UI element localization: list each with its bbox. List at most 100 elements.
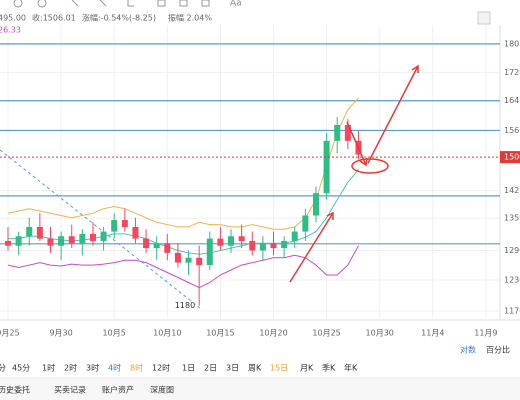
tool-icon[interactable] [71,0,79,7]
candle-body [15,236,22,246]
timeframe[interactable]: 2日 [204,364,217,373]
current-price-label: 1500 [504,153,520,162]
candle-body [291,231,298,241]
tool-icon[interactable] [179,0,188,7]
timeframe[interactable]: 12时 [152,363,170,373]
info-close: 收:1506.01 [32,13,76,23]
candle-body [185,257,192,263]
tool-icon[interactable] [201,0,210,7]
drawings [0,64,419,309]
tool-icon[interactable] [37,0,47,8]
toolbar [13,0,491,25]
timeframe[interactable]: 8时 [130,363,143,373]
candle-body [89,233,96,241]
tool-icon[interactable] [99,0,107,7]
x-tick-label: 10月30 [366,329,394,338]
x-tick-label: 10月10 [153,329,181,338]
timeframe[interactable]: 季K [322,363,336,373]
candle-body [5,240,11,246]
y-tick-label: 1230 [504,275,520,284]
candle-body [228,236,235,246]
band-line [8,169,359,255]
y-tick-label: 1643 [504,96,520,105]
timeframe[interactable]: 1时 [42,363,55,373]
candle-body [281,240,288,249]
timeframe[interactable]: 2时 [64,363,77,373]
candle-body [47,238,54,246]
candle-body [238,236,245,241]
x-tick-label: 9月30 [49,329,72,338]
candle-body [164,243,171,253]
candle-body [132,226,139,239]
arrow [346,121,368,167]
x-tick-label: 10月5 [103,329,126,338]
candle-body [196,257,203,266]
candle-body [334,124,341,141]
low-label: 1180 [175,301,195,310]
candle-body [302,215,309,232]
arrow [367,64,419,164]
candle-body [26,226,33,237]
candle-body [312,193,319,216]
timeframe[interactable]: 15日 [270,364,288,373]
tab-bar [0,379,520,400]
toolbar-text[interactable]: Aa [230,0,242,9]
x-tick-label: 9月25 [0,329,20,338]
timeframe[interactable]: 4时 [108,363,121,373]
tool-icon[interactable] [13,0,23,8]
scale-button[interactable]: 百分比 [486,345,510,355]
circle-mark [351,158,389,174]
candle-body [153,243,160,249]
trend-line [0,149,201,309]
timeframe[interactable]: 周K [248,364,262,373]
y-tick-label: 1290 [504,246,520,255]
tab[interactable]: 买卖记录 [54,386,86,395]
ma-value: 26.33 [0,26,21,35]
y-tick-label: 1720 [504,68,520,77]
x-tick-label: 11月9 [474,329,497,338]
timeframe[interactable]: 分 [0,364,6,373]
tool-icon[interactable] [157,0,166,7]
candle-body [249,240,256,251]
tool-icon[interactable] [127,0,134,7]
candle-body [323,140,330,194]
timeframe[interactable]: 1日 [182,364,195,373]
y-tick-label: 1566 [504,126,520,135]
x-tick-label: 10月15 [206,329,234,338]
x-tick-label: 10月25 [312,329,340,338]
candle-body [111,220,118,232]
candle-body [121,220,128,227]
y-tick-label: 1359 [504,214,520,223]
candle-body [58,236,65,246]
candle-body [344,124,351,141]
band-line [7,97,359,230]
candle-body [259,243,266,251]
candle-body [79,233,86,244]
x-tick-label: 10月20 [259,329,287,338]
candle-body [270,243,277,249]
timeframe[interactable]: 年K [344,363,358,373]
arrow [289,211,334,283]
tab[interactable]: 账户资产 [102,385,134,395]
candle-body [36,226,43,239]
info-low: 495.00 [0,14,26,23]
fullscreen-button[interactable] [477,11,491,25]
band-line [7,245,359,289]
tab[interactable]: 历史委托 [0,385,30,395]
tab[interactable]: 深度图 [150,385,174,395]
candle-body [174,252,181,263]
timeframe[interactable]: 月K [300,364,314,373]
current-price-tag [500,151,520,164]
y-tick-label: 1170 [504,306,520,315]
timeframe[interactable]: 3日 [226,364,239,373]
candle-body [100,231,107,241]
info-amplitude: 振幅 2.04% [168,13,212,23]
scale-button[interactable]: 对数 [460,345,476,355]
candle-body [143,238,150,249]
timeframe[interactable]: 45分 [12,364,30,373]
x-tick-label: 11月4 [421,329,444,338]
timeframe[interactable]: 3时 [86,363,99,373]
